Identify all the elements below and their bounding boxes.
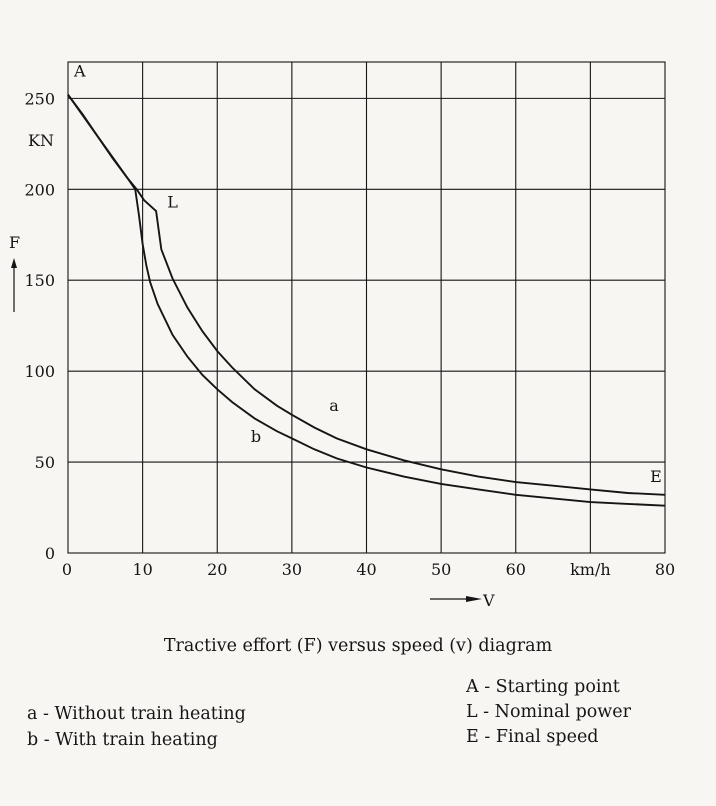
chart-curves [67, 94, 666, 507]
y-tick-label: 100 [24, 362, 55, 381]
legend-point-a: A - Starting point [466, 677, 620, 697]
annotation-l: L [167, 192, 178, 211]
legend-point-l: L - Nominal power [466, 702, 632, 722]
y-tick-label: 200 [24, 180, 55, 199]
x-tick-label: 40 [356, 560, 376, 579]
chart-annotations: A La b E [73, 62, 662, 487]
y-axis-label: F [9, 233, 20, 252]
y-tick-label: 50 [35, 453, 55, 472]
y-tick-label: 250 [24, 89, 55, 108]
x-axis-label: V [482, 591, 495, 610]
x-tick-label: 50 [431, 560, 451, 579]
x-tick-label: 20 [207, 560, 227, 579]
x-tick-label: 80 [655, 560, 675, 579]
chart-title: Tractive effort (F) versus speed (v) dia… [163, 636, 553, 656]
x-tick-label: 0 [62, 560, 72, 579]
series-line-b [67, 94, 666, 507]
legend-series-b: b - With train heating [27, 730, 218, 750]
chart-tick-labels: 0 10 20 30 40 50 60 km/h 80 0 50 100 150 200 250 [24, 89, 675, 579]
x-tick-label: 10 [132, 560, 152, 579]
y-axis-arrow-icon [11, 258, 17, 312]
x-tick-label: 60 [506, 560, 526, 579]
x-axis-arrow-icon [430, 596, 482, 602]
x-tick-label: km/h [570, 560, 611, 579]
y-tick-label: 150 [24, 271, 55, 290]
chart-grid [67, 61, 666, 554]
tractive-effort-chart: 0 10 20 30 40 50 60 km/h 80 0 50 100 150 200 250 A La b E… [9, 61, 675, 610]
annotation-a: A [73, 62, 86, 81]
legend-point-e: E - Final speed [466, 727, 599, 747]
y-tick-label: 0 [45, 544, 55, 563]
x-tick-label: 30 [282, 560, 302, 579]
annotation-b: b [251, 427, 261, 446]
y-unit-label: KN [28, 131, 54, 150]
legend-series-a: a - Without train heating [27, 704, 246, 724]
annotation-e: E [650, 467, 662, 486]
annotation-a: a [329, 396, 339, 415]
